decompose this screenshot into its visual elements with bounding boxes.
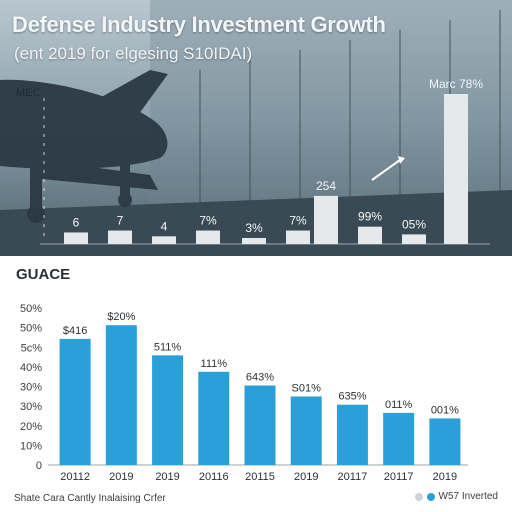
y-tick-label: 30% [20, 382, 42, 394]
bar [336, 404, 368, 465]
y-tick-label: 30% [20, 401, 42, 413]
bar-value-label: 111% [201, 358, 228, 370]
legend-dot-grey [414, 492, 423, 501]
bar-value-label: $416 [63, 325, 87, 337]
bar-value-label: $20% [107, 311, 135, 323]
aircraft-silhouette [0, 70, 168, 223]
bar [198, 371, 230, 465]
y-tick-label: 50% [20, 323, 42, 335]
bar [59, 338, 91, 465]
page-subtitle: (ent 2019 for elgesing S10IDAI) [14, 44, 253, 63]
hero-bar [444, 94, 468, 244]
hero-backdrop: MEC 6 7 4 7% 3% 7% 254 99% 05% Marc 78% [0, 0, 512, 256]
x-tick-label: 2019 [294, 471, 318, 483]
hero-bar-label: 6 [73, 215, 80, 229]
hero-bar-label: 7% [199, 214, 217, 228]
hero-panel: MEC 6 7 4 7% 3% 7% 254 99% 05% Marc 78% Defense I… [0, 0, 512, 256]
x-tick-label: 20115 [245, 471, 275, 483]
y-tick-label: 40% [20, 362, 42, 374]
hero-bar [152, 236, 176, 244]
hero-bar [358, 226, 382, 244]
hero-bar-label: 254 [316, 179, 336, 193]
hero-bar-label: Marc 78% [429, 77, 483, 91]
x-tick-label: 20117 [384, 471, 414, 483]
hero-bar-group: 6 7 4 7% 3% 7% 254 99% 05% Marc 78% [64, 77, 483, 244]
x-tick-label: 2019 [109, 471, 133, 483]
hero-bar-label: 05% [402, 217, 426, 231]
hero-bar [314, 195, 338, 244]
hero-bar [196, 230, 220, 244]
bar-value-label: 635% [338, 391, 366, 403]
hero-bar [242, 238, 266, 244]
x-tick-label: 2019 [433, 471, 457, 483]
x-tick-label: 20117 [338, 471, 368, 483]
lower-bar-group: $416 20112 $20% 2019 511% 2019 111% 20116 643% 20… [59, 311, 461, 483]
bar-value-label: S01% [292, 382, 322, 394]
bar [244, 385, 276, 465]
bar-value-label: 643% [246, 372, 274, 384]
bar [290, 396, 322, 465]
bar-value-label: 001% [431, 404, 459, 416]
hero-bar-label: 7 [117, 214, 124, 228]
y-tick-label: 0 [36, 460, 42, 472]
page-title: Defense Industry Investment Growth [12, 12, 386, 37]
hero-bar-label: 7% [289, 214, 307, 228]
bar [152, 355, 184, 465]
hero-bar-label: 3% [245, 221, 263, 235]
x-tick-label: 20112 [60, 471, 90, 483]
y-tick-label: 10% [20, 440, 42, 452]
lower-panel: 0 10% 20% 30% 30% 40% 5c% 50% 50% $416 20112 $20% 2… [0, 256, 512, 512]
trend-arrowhead-icon [398, 156, 405, 164]
bar-value-label: 511% [154, 341, 182, 353]
lower-axis-group: 0 10% 20% 30% 30% 40% 5c% 50% 50% [20, 303, 468, 472]
y-tick-label: 20% [20, 421, 42, 433]
trend-arrow-icon [371, 159, 401, 181]
bar [429, 418, 461, 465]
legend-dot-blue [426, 492, 435, 501]
hero-bar-label: 99% [358, 210, 382, 224]
hero-bar [402, 234, 426, 244]
footer-text: Shate Cara Cantly Inalaising Crfer [14, 493, 166, 504]
hero-axis-label: MEC [16, 87, 41, 99]
hero-bar-label: 4 [161, 219, 168, 233]
hero-bar [108, 230, 132, 244]
hero-bar [64, 232, 88, 244]
x-tick-label: 20116 [199, 471, 229, 483]
bar [383, 412, 415, 465]
legend: W57 Inverted [414, 491, 498, 502]
y-tick-label: 5c% [21, 342, 43, 354]
y-tick-label: 50% [20, 303, 42, 315]
legend-label: W57 Inverted [438, 491, 498, 502]
bar [105, 325, 137, 465]
lower-chart: 0 10% 20% 30% 30% 40% 5c% 50% 50% $416 20112 $20% 2… [20, 303, 468, 483]
section-label: GUACE [16, 266, 71, 283]
hero-bar [286, 230, 310, 244]
bar-value-label: 011% [385, 399, 413, 411]
x-tick-label: 2019 [155, 471, 179, 483]
